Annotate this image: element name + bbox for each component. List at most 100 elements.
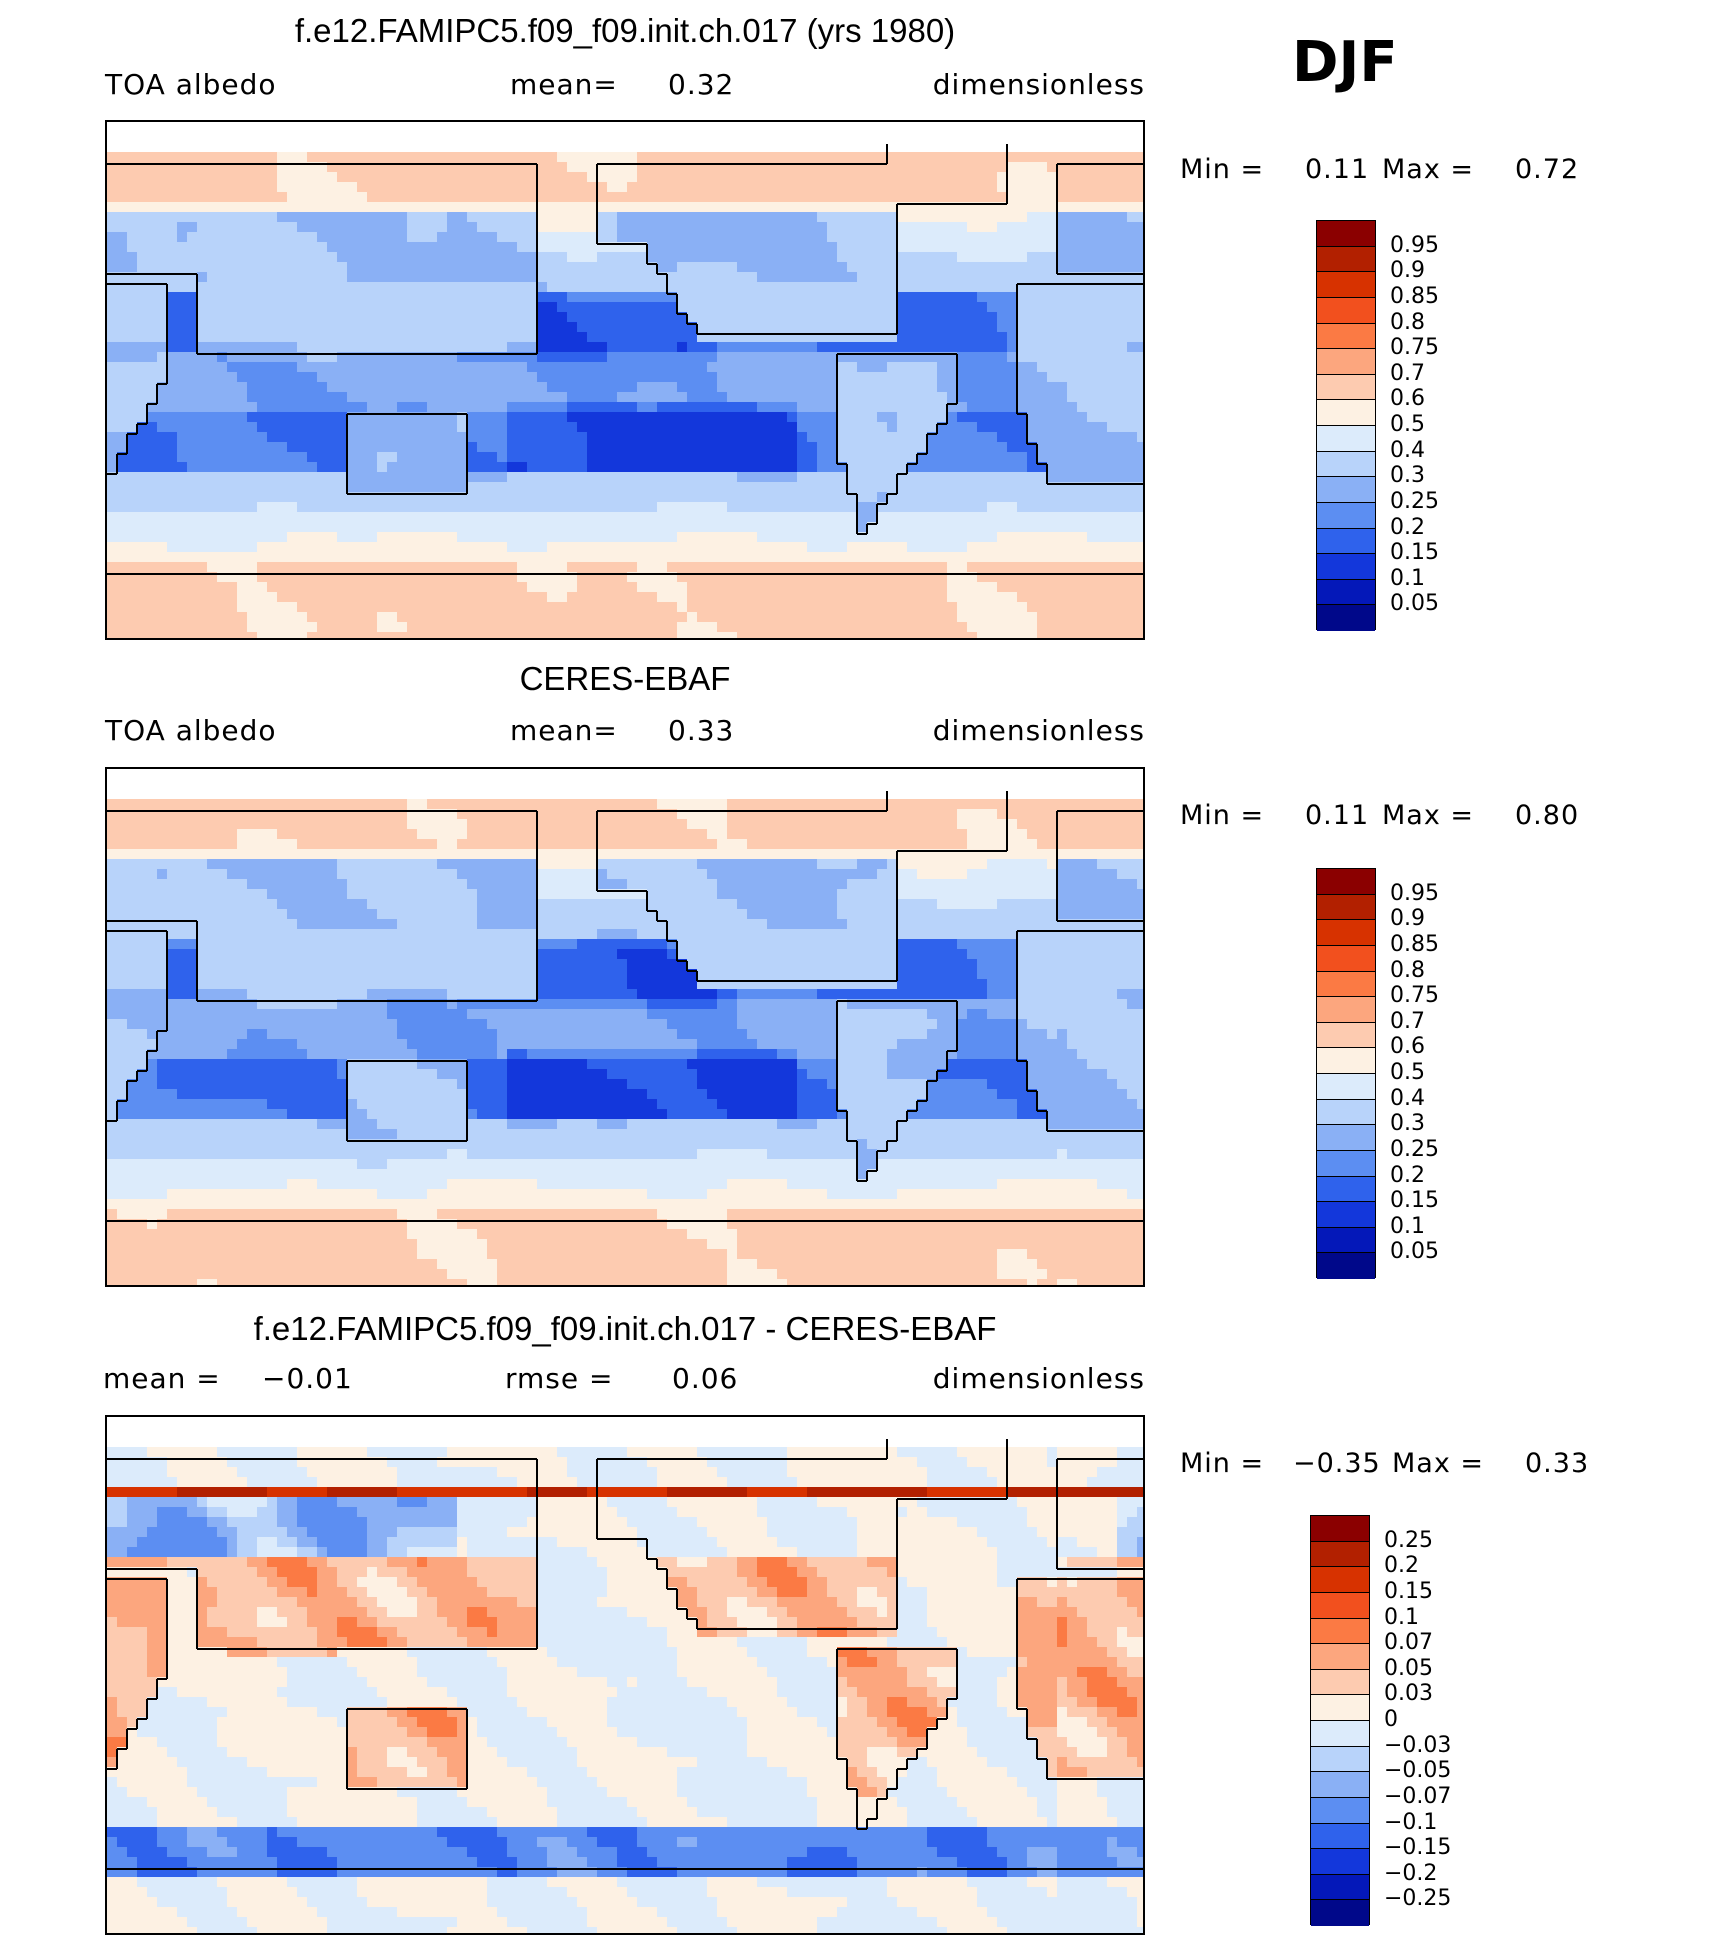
- map-cell: [1017, 422, 1028, 433]
- map-cell: [277, 132, 288, 143]
- map-cell: [217, 242, 228, 253]
- map-cell: [1117, 592, 1128, 603]
- map-cell: [1037, 222, 1048, 233]
- map-cell: [267, 382, 278, 393]
- map-cell: [757, 162, 768, 173]
- map-cell: [547, 542, 558, 553]
- map-cell: [557, 412, 568, 423]
- map-cell: [687, 592, 698, 603]
- map-cell: [1007, 382, 1018, 393]
- map-cell: [1027, 132, 1038, 143]
- map-cell: [1127, 422, 1138, 433]
- map-cell: [227, 422, 238, 433]
- map-cell: [387, 262, 398, 273]
- map-cell: [247, 242, 258, 253]
- map-cell: [257, 132, 268, 143]
- map-cell: [437, 212, 448, 223]
- map-cell: [927, 572, 938, 583]
- map-cell: [547, 152, 558, 163]
- map-cell: [267, 562, 278, 573]
- map-cell: [117, 142, 128, 153]
- map-cell: [257, 482, 268, 493]
- map-cell: [957, 122, 968, 133]
- map-cell: [527, 152, 538, 163]
- map-cell: [1097, 402, 1108, 413]
- map-cell: [197, 132, 208, 143]
- map-cell: [737, 492, 748, 503]
- map-cell: [1017, 432, 1028, 443]
- map-cell: [587, 522, 598, 533]
- map-cell: [187, 572, 198, 583]
- map-cell: [267, 552, 278, 563]
- map-cell: [877, 242, 888, 253]
- map-cell: [177, 492, 188, 503]
- map-cell: [407, 442, 418, 453]
- map-cell: [197, 562, 208, 573]
- map-cell: [1107, 422, 1118, 433]
- map-cell: [1037, 422, 1048, 433]
- map-cell: [807, 442, 818, 453]
- map-cell: [287, 302, 298, 313]
- map-cell: [527, 132, 538, 143]
- map-cell: [807, 582, 818, 593]
- map-cell: [747, 182, 758, 193]
- map-cell: [677, 142, 688, 153]
- map-cell: [1087, 592, 1098, 603]
- map-cell: [857, 412, 868, 423]
- map-cell: [647, 352, 658, 363]
- map-cell: [527, 232, 538, 243]
- map-cell: [697, 262, 708, 273]
- map-cell: [727, 462, 738, 473]
- map-cell: [1017, 152, 1028, 163]
- map-cell: [877, 512, 888, 523]
- map-cell: [797, 352, 808, 363]
- map-cell: [487, 392, 498, 403]
- map-cell: [227, 542, 238, 553]
- map-cell: [277, 122, 288, 133]
- map-cell: [327, 272, 338, 283]
- map-cell: [437, 172, 448, 183]
- map-cell: [647, 182, 658, 193]
- map-cell: [267, 262, 278, 273]
- map-cell: [147, 402, 158, 413]
- map-cell: [107, 552, 118, 563]
- map-cell: [787, 382, 798, 393]
- map-cell: [207, 442, 218, 453]
- map-cell: [427, 182, 438, 193]
- map-cell: [787, 372, 798, 383]
- map-cell: [497, 542, 508, 553]
- map-cell: [697, 572, 708, 583]
- map-cell: [247, 522, 258, 533]
- map-cell: [127, 222, 138, 233]
- map-cell: [167, 302, 178, 313]
- map-cell: [987, 522, 998, 533]
- map-cell: [747, 432, 758, 443]
- map-cell: [387, 432, 398, 443]
- map-cell: [777, 422, 788, 433]
- map-cell: [107, 502, 118, 513]
- map-cell: [117, 442, 128, 453]
- map-cell: [1027, 512, 1038, 523]
- map-cell: [387, 162, 398, 173]
- panel-1-units-label: dimensionless: [932, 68, 1145, 101]
- map-cell: [407, 352, 418, 363]
- map-cell: [837, 212, 848, 223]
- map-cell: [717, 422, 728, 433]
- map-cell: [1027, 362, 1038, 373]
- map-cell: [1137, 232, 1143, 243]
- map-cell: [107, 392, 118, 403]
- map-cell: [757, 132, 768, 143]
- map-cell: [827, 232, 838, 243]
- map-cell: [687, 202, 698, 213]
- map-cell: [717, 312, 728, 323]
- map-cell: [567, 322, 578, 333]
- map-cell: [477, 192, 488, 203]
- map-cell: [207, 252, 218, 263]
- map-cell: [827, 172, 838, 183]
- map-cell: [257, 332, 268, 343]
- map-cell: [767, 142, 778, 153]
- map-cell: [227, 122, 238, 133]
- map-cell: [527, 502, 538, 513]
- map-cell: [877, 212, 888, 223]
- map-cell: [447, 382, 458, 393]
